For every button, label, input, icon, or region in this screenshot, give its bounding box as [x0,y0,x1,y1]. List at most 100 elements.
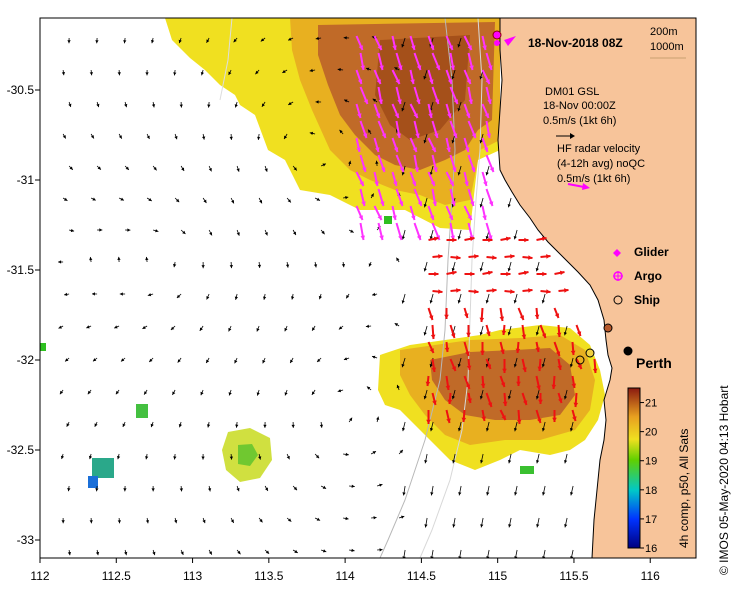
model-arrow-head [479,76,483,80]
model-arrow-head [396,384,400,389]
model-arrow-head [479,268,483,272]
model-arrow-head [423,204,427,208]
model-arrow-head [201,456,205,460]
model-arrow-head [173,263,177,268]
model-arrow-head [127,228,131,232]
radar-arrow-south-head [486,331,491,336]
radar-arrow-north-head [465,113,471,118]
lon-tick-label: 114.5 [407,569,436,583]
radar-arrow-north-head [412,147,417,152]
radar-arrow-south-head [438,254,443,259]
model-arrow-head [338,326,343,330]
radar-arrow-north-head [464,181,469,186]
radar-arrow-north-head [413,113,418,118]
model-arrow-head [265,487,268,491]
model-arrow-head [260,38,265,42]
model-arrow-head [122,423,126,427]
radar-arrow-south-head [546,289,551,294]
model-arrow-head [401,44,405,48]
ship-marker [575,355,585,365]
model-arrow-head [235,424,239,428]
model-arrow-head [149,358,153,362]
model-arrow-head [564,524,568,528]
radar-arrow-south-head [558,398,563,403]
model-arrow-head [351,548,355,552]
model-arrow-head [199,327,203,331]
model-arrow-head [375,160,379,164]
radar-arrow-north-head [398,201,404,206]
radar-arrow-south-head [528,288,533,293]
model-arrow-head [423,139,427,144]
model-arrow-head [316,197,321,201]
radar-arrow-south-head [470,271,475,277]
radar-arrow-north-head [362,167,367,172]
radar-arrow-south-head [573,402,579,407]
model-arrow-head [170,326,175,330]
model-arrow-head [262,359,266,364]
radar-arrow-north-head [357,79,363,84]
model-arrow-head [259,519,263,523]
model-arrow-head [507,332,511,336]
radar-arrow-north-head [450,235,455,240]
radar-arrow-south-head [464,313,469,318]
model-arrow-head [372,98,377,102]
radar-arrow-north-head [488,65,493,70]
radar-arrow-south-head [528,255,533,260]
model-arrow-head [206,359,210,364]
model-arrow-head [368,129,372,133]
model-arrow-head [429,363,433,368]
radar-arrow-south-head [445,385,451,390]
model-arrow-head [457,236,461,240]
radar-arrow-south-head [516,381,521,386]
radar-arrow-south-head [537,418,542,423]
model-scale: 0.5m/s (1kt 6h) [543,115,616,127]
radar-arrow-south-head [492,288,497,293]
radar-arrow-south-head [426,419,431,424]
model-arrow-head [480,524,484,528]
model-arrow-head [423,332,427,336]
model-time: 18-Nov 00:00Z [543,100,616,112]
plot-frame [39,17,697,559]
model-arrow-head [95,488,99,492]
radar-arrow-north-head [489,167,494,172]
model-arrow-head [123,40,127,44]
lat-tick-label: -32.5 [7,443,35,457]
model-arrow-head [452,460,456,464]
isobaths [219,18,483,558]
radar-arrow-south-head [516,419,522,424]
model-arrow-head [201,265,205,269]
radar-arrow-south-head [474,254,479,259]
radar-arrow-north-head [482,45,487,50]
radar-arrow-south-head [429,315,434,320]
argo-marker [492,30,502,40]
isobath-200m-label: 200m [650,26,678,38]
marker-legend: Glider Argo Ship [613,245,669,307]
model-arrow-head [92,358,97,362]
model-arrow-head [118,135,122,139]
model-arrow-head [513,364,517,368]
model-arrow-head [152,551,156,556]
model-arrow-head [144,391,148,395]
model-arrow-head [179,488,183,492]
radar-arrow-north-head [394,113,399,118]
radar-arrow-north-head [482,215,487,220]
model-arrow-head [145,520,150,524]
radar-arrow-south-head [466,332,471,337]
radar-arrow-south-head [430,334,436,339]
radar-arrow-north-head [377,215,382,220]
radar-arrow-south-head [425,381,431,386]
model-arrow-head [95,551,100,556]
sst-green-pixel [40,343,46,351]
lat-tick-label: -32 [17,353,35,367]
model-arrow-head [309,131,314,135]
radar-arrow-south-head [521,334,527,339]
radar-arrow-north-head [397,99,402,104]
model-arrow-head [124,551,128,556]
model-arrow-head [344,99,348,103]
radar-arrow-north-head [449,181,454,186]
model-arrow-head [423,76,427,80]
model-arrow-head [256,328,260,332]
model-arrow-head [233,38,237,43]
glider-icon [613,249,621,257]
model-arrow-head [236,232,240,236]
